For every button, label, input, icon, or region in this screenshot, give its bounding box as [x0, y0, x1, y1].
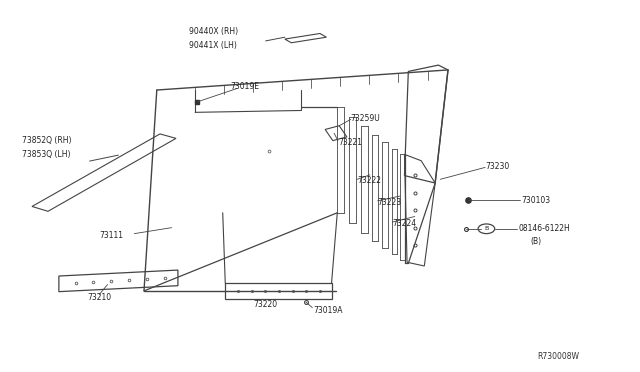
Text: 90441X (LH): 90441X (LH) [189, 41, 237, 50]
Text: 73224: 73224 [392, 219, 417, 228]
Text: 73223: 73223 [378, 198, 402, 207]
Text: (B): (B) [530, 237, 541, 246]
Text: 73222: 73222 [357, 176, 381, 185]
Text: 73221: 73221 [338, 138, 362, 147]
Text: 73210: 73210 [87, 293, 111, 302]
Text: 73852Q (RH): 73852Q (RH) [22, 136, 72, 145]
Text: B: B [484, 226, 488, 231]
Text: 73111: 73111 [99, 231, 123, 240]
Text: 08146-6122H: 08146-6122H [518, 224, 570, 233]
Text: 73019E: 73019E [230, 82, 259, 91]
Text: 73853Q (LH): 73853Q (LH) [22, 150, 71, 159]
Text: 73019A: 73019A [314, 306, 343, 315]
Text: 90440X (RH): 90440X (RH) [189, 27, 238, 36]
Text: 73259U: 73259U [351, 114, 380, 123]
Text: R730008W: R730008W [538, 352, 580, 361]
Text: 73230: 73230 [485, 162, 509, 171]
Text: 730103: 730103 [521, 196, 550, 205]
Text: 73220: 73220 [253, 300, 278, 309]
